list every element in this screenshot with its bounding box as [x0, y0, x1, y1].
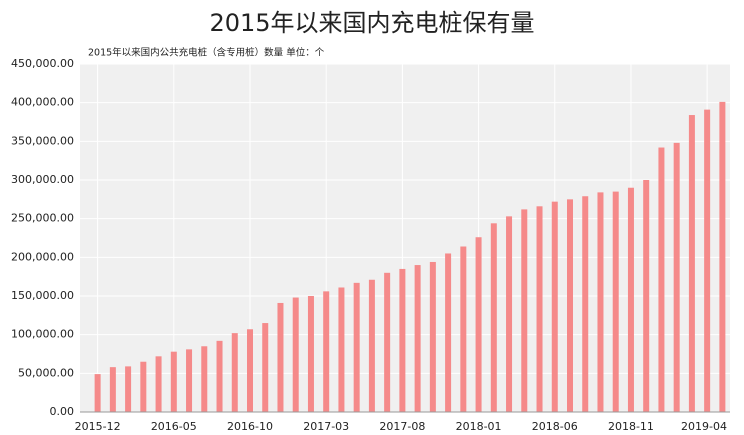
bar	[384, 272, 391, 412]
y-tick-label: 100,000.00	[11, 328, 74, 341]
bar	[94, 374, 101, 412]
bar	[582, 196, 589, 412]
y-tick-label: 400,000.00	[11, 96, 74, 109]
x-tick-label: 2016-05	[151, 420, 197, 433]
x-tick-label: 2015-12	[75, 420, 121, 433]
x-tick-label: 2017-08	[379, 420, 425, 433]
bar	[521, 209, 528, 412]
bar	[719, 101, 726, 412]
x-tick-label: 2018-06	[532, 420, 578, 433]
x-tick-label: 2018-11	[608, 420, 654, 433]
y-tick-label: 300,000.00	[11, 173, 74, 186]
bar	[231, 333, 238, 412]
bar	[262, 323, 269, 412]
bar	[658, 147, 665, 412]
y-tick-label: 350,000.00	[11, 134, 74, 147]
bar	[445, 253, 452, 412]
bar	[673, 142, 680, 412]
x-tick-label: 2019-04	[681, 420, 727, 433]
bar	[597, 192, 604, 412]
bar	[247, 329, 253, 412]
y-tick-label: 50,000.00	[18, 366, 74, 379]
bar	[460, 246, 467, 412]
bar	[277, 302, 284, 412]
bar	[506, 216, 513, 412]
bar	[323, 291, 330, 412]
y-tick-label: 150,000.00	[11, 289, 74, 302]
bar	[567, 199, 573, 412]
bar	[414, 265, 421, 412]
bar	[490, 223, 497, 412]
bar	[551, 201, 558, 412]
x-tick-label: 2016-10	[227, 420, 273, 433]
y-tick-label: 450,000.00	[11, 57, 74, 70]
bar	[643, 180, 650, 412]
bar	[475, 237, 482, 412]
bar	[338, 287, 345, 412]
bar	[125, 366, 132, 412]
y-tick-label: 0.00	[50, 405, 75, 418]
bar	[688, 115, 695, 412]
bar	[186, 349, 193, 412]
x-tick-label: 2018-01	[456, 420, 502, 433]
y-tick-label: 250,000.00	[11, 212, 74, 225]
bar	[399, 268, 406, 412]
bar	[170, 351, 177, 412]
bar	[704, 109, 711, 413]
bar	[201, 346, 208, 412]
chart-title: 2015年以来国内充电桩保有量	[209, 9, 534, 37]
bar	[216, 340, 223, 412]
x-tick-label: 2017-03	[303, 420, 349, 433]
bar	[536, 206, 543, 412]
bar	[627, 187, 634, 412]
bar	[307, 296, 314, 412]
y-tick-label: 200,000.00	[11, 250, 74, 263]
bar	[292, 297, 299, 412]
bar	[140, 361, 147, 412]
bar	[612, 191, 619, 412]
chart-subtitle: 2015年以来国内公共充电桩（含专用桩）数量 单位：个	[88, 47, 325, 59]
bar	[155, 356, 162, 412]
bar	[429, 261, 436, 412]
bar	[109, 367, 116, 412]
bar	[353, 282, 360, 412]
bar	[368, 279, 375, 412]
